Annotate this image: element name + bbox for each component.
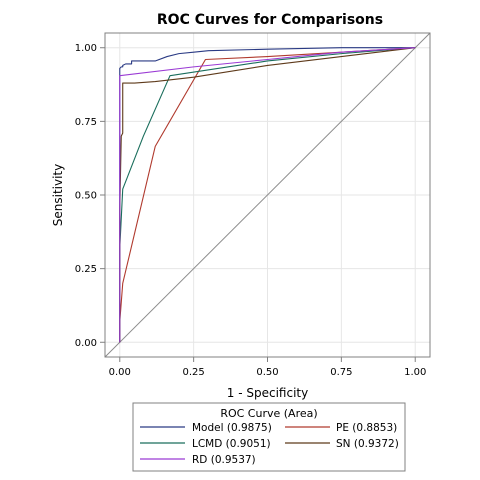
y-tick-label: 1.00 — [75, 43, 97, 54]
legend-item-sn: SN (0.9372) — [285, 438, 399, 450]
y-tick-label: 0.25 — [75, 264, 97, 275]
y-tick-label: 0.75 — [75, 117, 97, 128]
series-line-model — [119, 47, 416, 343]
reference-diagonal — [104, 32, 431, 358]
legend-label: PE (0.8853) — [336, 422, 397, 434]
legend: ROC Curve (Area) Model (0.9875) PE (0.885… — [132, 402, 406, 472]
legend-item-pe: PE (0.8853) — [285, 422, 397, 434]
legend-items: Model (0.9875) PE (0.8853) LCMD (0.9051) SN… — [140, 422, 399, 466]
legend-title: ROC Curve (Area) — [220, 407, 317, 420]
x-tick-label: 0.75 — [330, 367, 352, 378]
legend-label: LCMD (0.9051) — [192, 438, 271, 450]
legend-label: SN (0.9372) — [336, 438, 399, 450]
legend-item-lcmd: LCMD (0.9051) — [140, 438, 271, 450]
x-tick-label: 0.00 — [109, 367, 131, 378]
x-tick-label: 0.25 — [183, 367, 205, 378]
legend-label: RD (0.9537) — [192, 454, 256, 466]
plot-area — [104, 32, 431, 358]
x-axis: 0.00 0.25 0.50 0.75 1.00 — [109, 357, 426, 378]
chart-title: ROC Curves for Comparisons — [157, 12, 383, 28]
y-tick-label: 0.50 — [75, 191, 97, 202]
y-tick-label: 0.00 — [75, 338, 97, 349]
series-line-rd — [119, 47, 416, 343]
series-layer — [119, 47, 416, 343]
x-tick-label: 1.00 — [404, 367, 426, 378]
legend-box — [132, 402, 406, 472]
legend-item-model: Model (0.9875) — [140, 422, 272, 434]
series-line-sn — [119, 47, 416, 343]
x-tick-label: 0.50 — [256, 367, 278, 378]
y-axis-label: Sensitivity — [51, 164, 65, 226]
legend-item-rd: RD (0.9537) — [140, 454, 256, 466]
legend-label: Model (0.9875) — [192, 422, 272, 434]
y-axis: 0.00 0.25 0.50 0.75 1.00 — [75, 43, 105, 349]
x-axis-label: 1 - Specificity — [227, 386, 308, 400]
